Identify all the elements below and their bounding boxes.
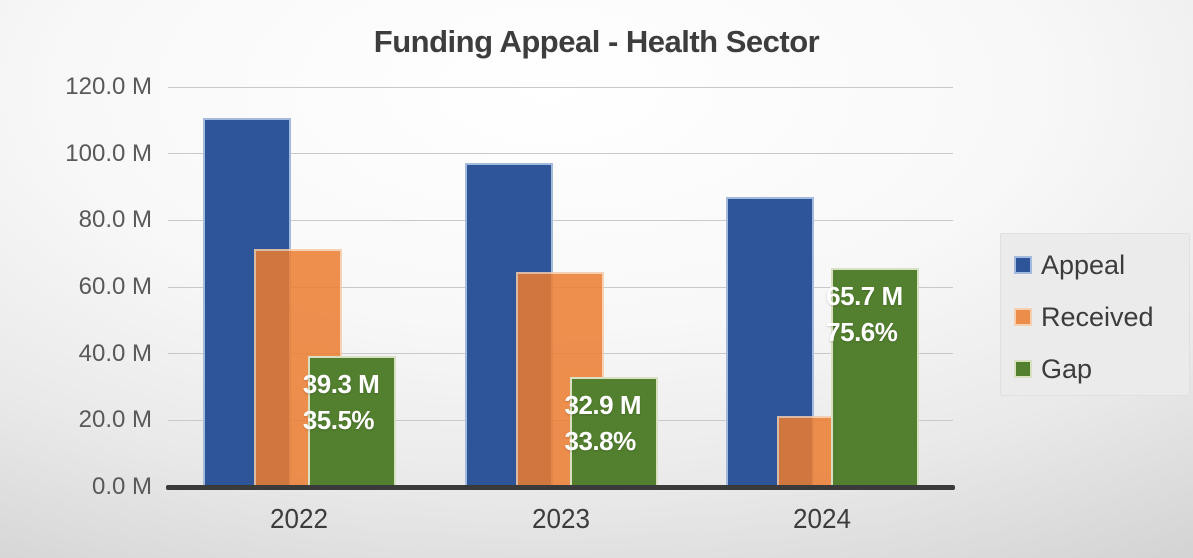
gap-data-label: 65.7 M 75.6%	[826, 278, 903, 350]
gap-data-label: 32.9 M 33.8%	[565, 387, 642, 459]
x-axis-tick-label: 2022	[269, 503, 328, 534]
bar-gap-2024	[831, 268, 920, 487]
legend: Appeal Received Gap	[1000, 233, 1190, 396]
gap-percent-label: 35.5%	[302, 405, 375, 435]
legend-marker-appeal	[1014, 256, 1032, 274]
legend-marker-gap	[1014, 360, 1032, 378]
gridline	[168, 219, 953, 221]
legend-label: Gap	[1041, 353, 1093, 384]
x-axis-tick-label: 2023	[531, 503, 590, 534]
chart-title: Funding Appeal - Health Sector	[373, 24, 820, 59]
gap-percent-label: 33.8%	[564, 426, 637, 457]
bar-gap-2023	[569, 377, 658, 487]
legend-entry-gap: Gap	[1014, 344, 1189, 394]
gap-percent-label: 75.6%	[826, 317, 898, 347]
gap-amount-label: 39.3 M	[302, 369, 380, 399]
legend-entry-received: Received	[1014, 292, 1189, 342]
y-axis-tick-label: 60.0 M	[78, 273, 152, 300]
y-axis-tick-label: 20.0 M	[78, 406, 152, 434]
gridline	[168, 86, 953, 88]
x-axis-line	[166, 485, 955, 490]
y-axis-tick-label: 80.0 M	[78, 206, 152, 234]
y-axis-tick-label: 120.0 M	[65, 73, 152, 100]
y-axis-tick-label: 0.0 M	[91, 473, 152, 500]
legend-label: Appeal	[1041, 249, 1126, 280]
gap-data-label: 39.3 M 35.5%	[303, 366, 380, 438]
legend-label: Received	[1041, 301, 1154, 332]
y-axis-tick-label: 40.0 M	[78, 339, 152, 367]
bar-appeal-2024	[726, 197, 815, 487]
legend-marker-received	[1014, 308, 1032, 326]
x-axis-tick-label: 2024	[793, 503, 852, 534]
gap-amount-label: 32.9 M	[564, 390, 642, 421]
legend-entry-appeal: Appeal	[1014, 240, 1189, 290]
bar-gap-2022	[307, 356, 396, 487]
gap-amount-label: 65.7 M	[826, 281, 903, 311]
y-axis-tick-label: 100.0 M	[65, 139, 152, 167]
gridline	[168, 153, 953, 155]
